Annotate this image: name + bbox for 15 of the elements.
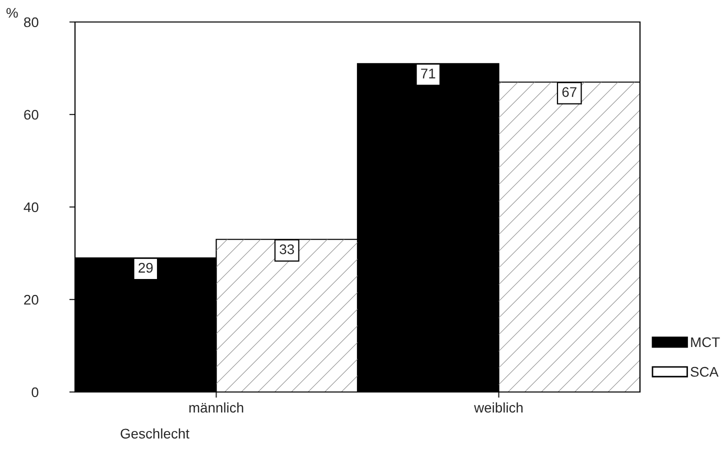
y-tick-label: 20 [24, 294, 38, 305]
data-label: 67 [562, 87, 576, 97]
y-axis-title: % [6, 8, 18, 18]
data-label: 71 [421, 68, 436, 78]
y-tick-label: 0 [32, 387, 38, 398]
data-label: 33 [280, 244, 294, 254]
y-tick-label: 60 [24, 110, 38, 120]
x-tick-label: weiblich [474, 402, 523, 413]
legend-label: SCA [690, 366, 719, 377]
x-tick-label: männlich [189, 402, 244, 413]
data-label: 29 [138, 262, 153, 273]
x-axis-title: Geschlecht [120, 428, 190, 439]
y-tick-label: 80 [24, 17, 38, 28]
y-tick-label: 40 [24, 202, 38, 212]
legend-label: MCT [691, 337, 720, 348]
